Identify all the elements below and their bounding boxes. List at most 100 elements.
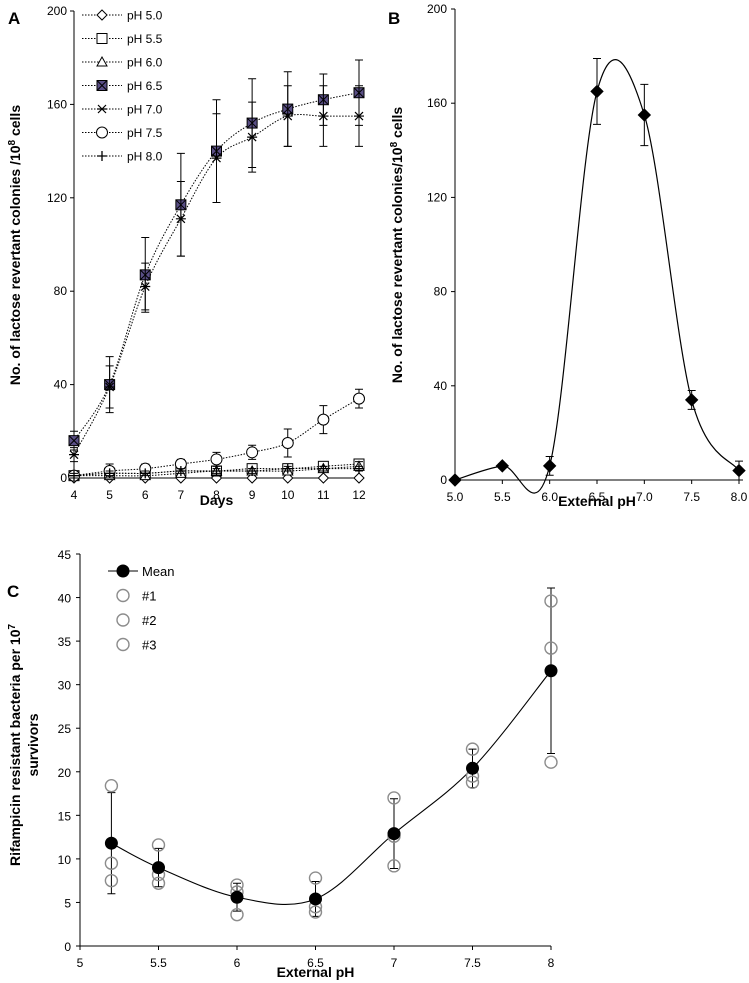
- panel-a-point-6-2: [140, 468, 151, 479]
- panel-a-y-title-part-0: No. of lactose revertant colonies /10: [7, 145, 23, 385]
- panel-a-xtick-label-8: 12: [352, 488, 366, 502]
- panel-a-point-0-6: [282, 472, 294, 484]
- panel-c-ytick-label-0: 0: [64, 940, 71, 954]
- panel-c-xtick-label-0: 5: [77, 956, 84, 970]
- panel-a-point-4-8: [354, 111, 364, 121]
- panel-b-y-title-part-0: No. of lactose revertant colonies/10: [389, 147, 405, 383]
- panel-a-xtick-label-5: 9: [249, 488, 256, 502]
- panel-c-rep-1-point-6: [544, 594, 558, 608]
- panel-a-legend-label-6: pH 8.0: [127, 150, 163, 164]
- panel-a-point-5-6: [281, 436, 294, 449]
- panel-c-ytick-label-6: 30: [58, 679, 72, 693]
- panel-a-legend-marker-0: [96, 9, 108, 21]
- panel-c-rep-2-point-6: [544, 641, 558, 655]
- panel-c-mean-point-4: [387, 827, 401, 841]
- panel-c-rep-3-point-2: [230, 907, 244, 922]
- panel-b-point-2: [542, 459, 557, 473]
- panel-b-ytick-label-1: 40: [434, 379, 448, 393]
- panel-c-ytick-label-8: 40: [58, 592, 72, 606]
- panel-a-series-line-2: [74, 465, 360, 477]
- panel-c-legend-label-1: #1: [142, 589, 156, 604]
- panel-b-point-5: [684, 393, 699, 407]
- panel-a-point-5-5: [246, 446, 259, 459]
- panel-a-point-3-0: [68, 435, 80, 447]
- panel-c-legend-marker-2: [116, 613, 130, 627]
- panel-a-point-0-7: [317, 472, 330, 484]
- panel-b-xtick-label-6: 8.0: [731, 490, 748, 504]
- panel-c-legend-label-0: Mean: [142, 564, 175, 579]
- panel-c-ytick-label-9: 45: [58, 548, 72, 562]
- panel-a-legend-label-3: pH 6.5: [127, 79, 163, 93]
- panel-c-rep-3-point-0: [104, 873, 119, 888]
- panel-c-rep-2-point-0: [104, 856, 119, 870]
- panel-a-point-6-3: [175, 465, 186, 476]
- panel-c-rep-1-point-4: [387, 791, 401, 805]
- panel-c-x-title: External pH: [277, 964, 355, 980]
- panel-c-xtick-label-1: 5.5: [150, 956, 167, 970]
- panel-a-point-5-4: [210, 453, 223, 466]
- panel-c-rep-1-point-1: [151, 838, 166, 852]
- panel-a-point-6-4: [211, 465, 222, 476]
- panel-a-point-4-1: [104, 382, 115, 392]
- panel-a-point-6-8: [354, 463, 364, 474]
- panel-b-y-title: No. of lactose revertant colonies/108 ce…: [389, 107, 406, 384]
- panel-a-point-0-8: [353, 472, 365, 484]
- panel-a-y-title-part-2: cells: [7, 105, 23, 140]
- panel-a-legend-marker-3-cross: [96, 80, 108, 91]
- panel-a-legend-label-5: pH 7.5: [127, 126, 163, 140]
- panel-c-ytick-label-1: 5: [64, 896, 71, 910]
- panel-a-point-6-7: [318, 463, 329, 474]
- panel-c-mean-point-0: [104, 836, 118, 850]
- panel-c-ytick-label-2: 10: [58, 853, 72, 867]
- panel-c-ytick-label-3: 15: [58, 809, 72, 823]
- panel-a-legend-label-2: pH 6.0: [127, 56, 163, 70]
- panel-c-label: C: [7, 582, 19, 601]
- panel-c-rep-3-point-6: [544, 755, 558, 769]
- panel-a-ytick-label-1: 40: [54, 378, 68, 392]
- panel-c-rep-3-point-3: [308, 905, 323, 919]
- panel-c-rep-1-point-3: [308, 871, 323, 885]
- panel-a-point-4-6: [282, 111, 293, 121]
- panel-b-point-1: [495, 459, 510, 473]
- panel-b-xtick-label-0: 5.0: [447, 490, 464, 504]
- panel-c-rep-1-point-0: [104, 779, 119, 793]
- panel-b-ytick-label-5: 200: [427, 2, 447, 16]
- panel-c-ytick-label-7: 35: [58, 635, 72, 649]
- panel-c-legend-marker-3: [116, 637, 130, 652]
- panel-b-ytick-label-3: 120: [427, 190, 447, 204]
- panel-a-legend-label-0: pH 5.0: [127, 9, 163, 23]
- panel-b-ytick-label-0: 0: [440, 473, 447, 487]
- panel-c-mean-point-6: [544, 664, 558, 678]
- panel-b-xtick-label-1: 5.5: [494, 490, 511, 504]
- panel-a-xtick-label-4: 8: [213, 488, 220, 502]
- panel-a-point-4-5: [247, 132, 258, 142]
- panel-a-point-6-1: [104, 468, 115, 479]
- panel-b-y-title-part-1: 8: [389, 141, 400, 147]
- panel-a-xtick-label-0: 4: [71, 488, 78, 502]
- panel-a-point-3-0-cross: [68, 435, 80, 446]
- panel-b-xtick-label-3: 6.5: [589, 490, 606, 504]
- panel-a-y-title: No. of lactose revertant colonies /108 c…: [7, 105, 24, 385]
- panel-c-legend-label-2: #2: [142, 613, 156, 628]
- panel-a-label: A: [8, 9, 20, 28]
- panel-a-point-4-2: [140, 282, 151, 291]
- panel-a-legend-marker-2: [96, 55, 108, 67]
- panel-b-xtick-label-4: 7.0: [636, 490, 653, 504]
- panel-a-series-line-6: [73, 467, 359, 477]
- panel-c-ytick-label-4: 20: [58, 766, 72, 780]
- panel-c-legend-marker-1: [116, 588, 130, 603]
- panel-b-xtick-label-2: 6.0: [541, 490, 558, 504]
- panel-a-ytick-label-2: 80: [54, 284, 68, 298]
- panel-b-y-title-part-2: cells: [389, 107, 405, 142]
- chart-panel-b: B 0 40 80 120 160 200 5.0 5.5 6.0 6.5 7.0 7.5 8.0 Exte…: [388, 2, 748, 509]
- panel-a-point-6-5: [247, 465, 258, 476]
- panel-a-xtick-label-6: 10: [281, 488, 295, 502]
- panel-c-y-title-line2: survivors: [25, 713, 41, 776]
- panel-a-legend-marker-1: [96, 33, 108, 44]
- panel-a-point-5-8: [353, 392, 365, 405]
- panel-a-ytick-label-3: 120: [47, 191, 67, 205]
- panel-a-legend-marker-4: [97, 104, 107, 114]
- panel-a-x-title: Days: [200, 492, 234, 508]
